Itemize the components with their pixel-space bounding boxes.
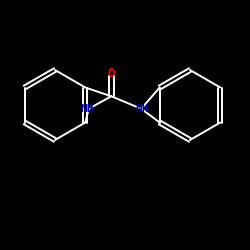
Text: NH: NH: [136, 104, 149, 114]
Text: O: O: [108, 67, 115, 80]
Text: NH: NH: [81, 104, 94, 114]
